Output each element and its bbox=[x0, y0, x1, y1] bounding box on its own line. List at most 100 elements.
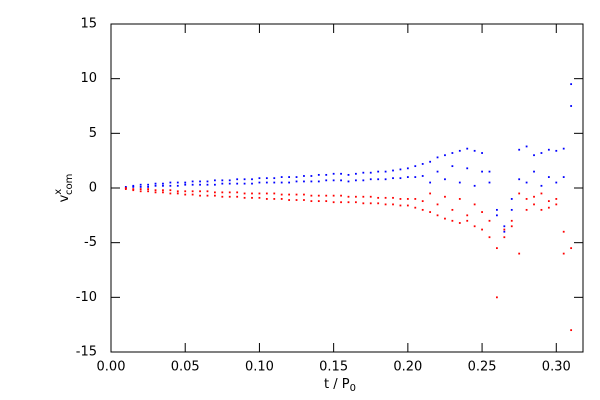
point bbox=[221, 195, 224, 198]
point bbox=[139, 188, 142, 190]
point bbox=[228, 179, 231, 182]
point bbox=[169, 184, 172, 187]
y-tick-label: 0 bbox=[89, 181, 97, 196]
point bbox=[162, 191, 164, 194]
point bbox=[147, 186, 150, 188]
point bbox=[251, 192, 253, 195]
point bbox=[213, 183, 216, 186]
point bbox=[213, 191, 216, 194]
point bbox=[258, 192, 261, 195]
point bbox=[169, 181, 172, 184]
point bbox=[124, 186, 127, 188]
point bbox=[317, 194, 320, 197]
point bbox=[533, 203, 535, 206]
point bbox=[273, 198, 276, 200]
point bbox=[399, 198, 402, 200]
point bbox=[384, 203, 387, 206]
point bbox=[503, 236, 506, 239]
point bbox=[414, 165, 417, 168]
point bbox=[295, 193, 298, 196]
point bbox=[221, 179, 224, 182]
point bbox=[540, 184, 543, 187]
point bbox=[191, 183, 194, 186]
point bbox=[199, 194, 201, 197]
point bbox=[377, 178, 380, 181]
point bbox=[547, 148, 550, 151]
point bbox=[176, 190, 179, 193]
point bbox=[444, 154, 446, 157]
point bbox=[154, 191, 157, 194]
point bbox=[488, 236, 491, 239]
point bbox=[206, 180, 209, 183]
point bbox=[510, 208, 513, 211]
point bbox=[265, 192, 268, 195]
point bbox=[540, 192, 543, 195]
point bbox=[340, 201, 342, 204]
point bbox=[340, 179, 342, 182]
point bbox=[228, 191, 231, 194]
point bbox=[496, 296, 498, 299]
point bbox=[176, 192, 179, 195]
point bbox=[466, 167, 469, 170]
point bbox=[310, 200, 313, 203]
point bbox=[503, 225, 506, 228]
point bbox=[325, 173, 328, 176]
point bbox=[473, 184, 476, 187]
point bbox=[540, 208, 543, 211]
point bbox=[199, 180, 201, 183]
point bbox=[451, 165, 454, 168]
point bbox=[147, 188, 150, 190]
point bbox=[466, 219, 469, 222]
point bbox=[451, 152, 454, 154]
point bbox=[169, 189, 172, 192]
point bbox=[154, 184, 157, 187]
point bbox=[176, 181, 179, 184]
point bbox=[496, 214, 498, 217]
point bbox=[132, 188, 135, 190]
point bbox=[392, 196, 394, 199]
point bbox=[436, 203, 439, 206]
point bbox=[332, 179, 335, 182]
point bbox=[429, 160, 432, 163]
point bbox=[355, 195, 357, 198]
x-tick-label: 0.25 bbox=[468, 360, 497, 375]
point bbox=[325, 179, 328, 182]
point bbox=[124, 188, 127, 190]
point bbox=[317, 200, 320, 203]
point bbox=[347, 180, 350, 183]
point bbox=[525, 145, 528, 148]
point bbox=[355, 172, 357, 175]
point bbox=[176, 184, 179, 187]
point bbox=[280, 176, 283, 178]
point bbox=[384, 178, 387, 181]
point bbox=[191, 193, 194, 196]
point bbox=[466, 147, 469, 150]
point bbox=[280, 181, 283, 184]
point bbox=[436, 170, 439, 173]
point bbox=[340, 172, 342, 175]
point bbox=[355, 179, 357, 182]
point bbox=[310, 180, 313, 183]
point bbox=[139, 183, 142, 186]
point bbox=[466, 214, 469, 217]
point bbox=[154, 189, 157, 192]
x-tick-label: 0.20 bbox=[393, 360, 422, 375]
x-tick-label: 0.05 bbox=[171, 360, 200, 375]
point bbox=[206, 194, 209, 197]
point bbox=[258, 177, 261, 180]
point bbox=[451, 208, 454, 211]
point bbox=[295, 176, 298, 178]
point bbox=[347, 173, 350, 176]
point bbox=[310, 194, 313, 197]
point bbox=[392, 203, 394, 206]
y-label-base: v bbox=[57, 194, 72, 202]
point bbox=[303, 199, 305, 201]
point bbox=[562, 252, 565, 255]
x-tick-label: 0.00 bbox=[97, 360, 126, 375]
point bbox=[273, 177, 276, 180]
point bbox=[503, 228, 506, 231]
point bbox=[139, 190, 142, 193]
point bbox=[139, 186, 142, 188]
point bbox=[377, 202, 380, 205]
point bbox=[377, 196, 380, 199]
